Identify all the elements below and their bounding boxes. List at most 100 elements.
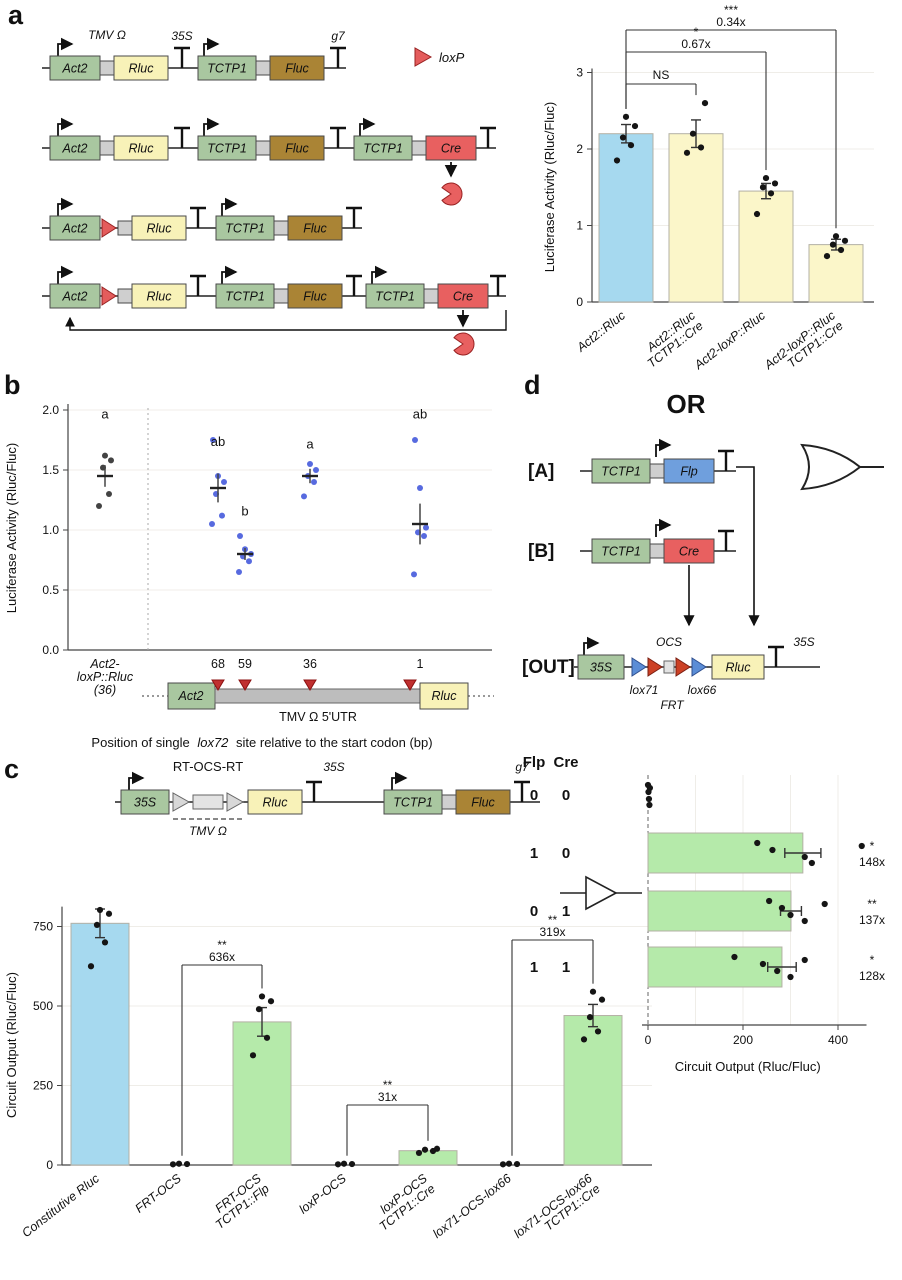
x-group-label: (36): [94, 683, 116, 697]
caption-pre: Position of single: [91, 735, 189, 750]
cre-state: 0: [562, 845, 570, 862]
gene-box: [287, 215, 343, 241]
flp-state: 0: [530, 903, 538, 920]
cre-label: Cre: [441, 142, 461, 156]
utr-box: [423, 288, 439, 304]
data-point: [412, 437, 418, 443]
data-point: [837, 246, 845, 254]
utr-box: [255, 140, 271, 156]
cre-protein-icon: [441, 182, 463, 206]
panel-label-d: d: [524, 370, 541, 400]
buffer-gate-symbol: [560, 875, 642, 911]
data-point: [340, 1160, 348, 1167]
data-point: [421, 533, 427, 539]
y-tick-label: 0.5: [42, 583, 59, 597]
gene-box: [287, 283, 343, 309]
stat-letter: b: [241, 504, 248, 519]
data-point: [762, 174, 770, 182]
data-point: [808, 859, 815, 867]
data-point: [246, 558, 252, 565]
loxp-triangle-icon: [414, 47, 433, 67]
panel-b-diagram: Act2 Rluc TMV Ω 5'UTR: [142, 679, 494, 724]
data-point: [613, 157, 621, 164]
data-point: [841, 237, 849, 244]
y-tick-label: 500: [33, 999, 53, 1013]
panel-label-a: a: [8, 0, 24, 30]
bar: [398, 1150, 458, 1166]
data-point: [646, 784, 653, 792]
data-point: [701, 100, 709, 107]
tctp1-label: TCTP1: [363, 142, 403, 156]
tag-out: [OUT]: [522, 657, 575, 678]
construct-row-3: Act2 Rluc TCTP1 Fluc: [42, 197, 362, 241]
data-point: [106, 491, 112, 497]
promoter-arrow-icon: [203, 117, 220, 136]
utr-box: [649, 463, 665, 479]
utr-box: [117, 220, 133, 236]
data-point: [586, 1014, 594, 1021]
lox72-triangle-icon: [211, 679, 225, 691]
fold-change-label: 148x: [859, 855, 885, 869]
output-construct: [OUT] OCS 35S 35S Rluc lox71 lox66 FRT: [522, 635, 820, 712]
bar: [738, 190, 794, 303]
lox66-label: lox66: [688, 683, 717, 697]
category-label: FRT-OCSTCTP1::Flp: [205, 1171, 272, 1232]
y-tick-label: 250: [33, 1079, 53, 1093]
category-label: Constitutive Rluc: [19, 1171, 102, 1240]
rt-ocs-rt-label: RT-OCS-RT: [173, 759, 243, 774]
terminator-icon: [718, 529, 734, 551]
data-point: [221, 479, 227, 485]
data-point: [175, 1160, 183, 1167]
data-point: [236, 569, 242, 575]
gene-box: [131, 215, 187, 241]
data-point: [598, 996, 606, 1003]
act2-label: Act2: [61, 62, 87, 76]
bar: [647, 832, 804, 874]
data-point: [801, 956, 808, 964]
y-tick-label: 1.5: [42, 463, 59, 477]
utr-box: [99, 60, 115, 76]
promoter-box: [383, 789, 443, 815]
rluc-label: Rluc: [725, 661, 751, 675]
data-point: [87, 963, 95, 970]
utr-bar: [214, 688, 421, 704]
terminator-icon: [346, 206, 362, 228]
sig-stars: *: [694, 25, 699, 39]
gene-box: [131, 283, 187, 309]
tctp1-label: TCTP1: [601, 545, 641, 559]
data-point: [108, 457, 114, 464]
sig-stars: *: [870, 839, 875, 853]
data-point: [96, 503, 102, 509]
terminator-icon: [480, 126, 496, 148]
data-point: [307, 461, 313, 467]
utr-box: [649, 543, 665, 559]
tctp1-label: TCTP1: [225, 222, 265, 236]
flp-label: Flp: [680, 465, 697, 479]
category-label: Act2-loxP::RlucTCTP1::Cre: [761, 308, 846, 383]
promoter-arrow-icon: [655, 518, 672, 537]
data-point: [101, 939, 109, 946]
fluc-label: Fluc: [303, 290, 327, 304]
flp-action-arrow: [736, 466, 760, 627]
sig-stars: **: [867, 897, 877, 911]
fold-change-label: 31x: [378, 1090, 397, 1104]
utr-box: [117, 288, 133, 304]
bar: [647, 890, 792, 932]
data-point: [219, 512, 225, 519]
data-point: [759, 960, 767, 968]
promoter-box: [49, 135, 101, 161]
x-group-label: 68: [211, 657, 225, 671]
y-tick-label: 1: [576, 219, 583, 233]
sig-stars: **: [548, 913, 558, 927]
data-point: [683, 149, 691, 156]
term-35s-label: 35S: [323, 760, 344, 774]
act2-label: Act2: [61, 290, 87, 304]
act2-label: Act2: [61, 222, 87, 236]
data-point: [622, 113, 630, 120]
gene-box: [425, 135, 477, 161]
data-point: [858, 842, 865, 850]
terminator-icon: [514, 780, 530, 802]
lox71-triangle-icon: [647, 657, 663, 677]
tctp1-label: TCTP1: [601, 465, 641, 479]
gene-box: [455, 789, 511, 815]
